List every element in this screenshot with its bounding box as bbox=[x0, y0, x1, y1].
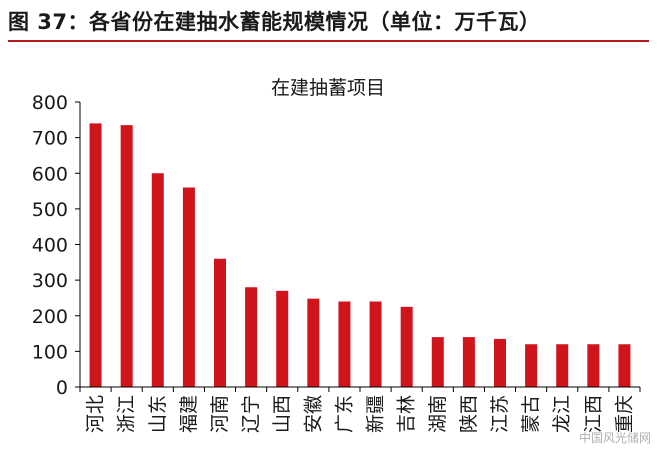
x-tick-label: 龙江 bbox=[551, 395, 573, 433]
x-tick-label: 广东 bbox=[333, 395, 355, 433]
y-tick-label: 600 bbox=[32, 163, 68, 185]
x-tick-label: 重庆 bbox=[613, 395, 635, 433]
y-axis: 0 100 200 300 400 500 600 700 800 bbox=[32, 92, 81, 399]
bar-湖南 bbox=[431, 337, 444, 387]
y-tick-label: 700 bbox=[32, 128, 68, 150]
x-tick-label: 江苏 bbox=[489, 395, 511, 433]
title-rule bbox=[8, 40, 649, 42]
x-tick-label: 山西 bbox=[271, 395, 293, 433]
bar-陕西 bbox=[462, 337, 475, 387]
x-tick-label: 吉林 bbox=[396, 395, 418, 433]
y-tick-label: 200 bbox=[32, 306, 68, 328]
bar-新疆 bbox=[369, 301, 382, 387]
bar-江苏 bbox=[494, 338, 506, 387]
bars bbox=[89, 123, 631, 387]
watermark: 中国风光储网 bbox=[578, 431, 651, 445]
bar-安徽 bbox=[307, 298, 320, 387]
bar-浙江 bbox=[120, 125, 133, 387]
bar-重庆 bbox=[618, 344, 631, 387]
figure-title: 图 37：各省份在建抽水蓄能规模情况（单位：万千瓦） bbox=[8, 10, 541, 34]
bar-山东 bbox=[151, 173, 164, 387]
x-tick-label: 浙江 bbox=[116, 395, 138, 433]
bar-蒙古 bbox=[525, 344, 538, 387]
x-tick-label: 福建 bbox=[178, 395, 200, 433]
y-tick-label: 0 bbox=[56, 377, 68, 399]
y-tick-label: 100 bbox=[32, 341, 68, 363]
x-tick-label: 江西 bbox=[582, 395, 604, 433]
x-tick-label: 新疆 bbox=[365, 395, 387, 433]
y-tick-label: 500 bbox=[32, 199, 68, 221]
bar-广东 bbox=[338, 301, 351, 387]
y-tick-label: 800 bbox=[32, 92, 68, 114]
bar-江西 bbox=[587, 344, 600, 387]
bar-辽宁 bbox=[245, 287, 258, 387]
y-tick-label: 300 bbox=[32, 270, 68, 292]
x-tick-label: 蒙古 bbox=[520, 395, 542, 433]
x-tick-label: 山东 bbox=[147, 395, 169, 433]
x-tick-label: 陕西 bbox=[458, 395, 480, 433]
x-tick-label: 安徽 bbox=[302, 395, 324, 433]
bar-河北 bbox=[89, 123, 102, 387]
x-tick-label: 河南 bbox=[209, 395, 231, 433]
bar-chart: 在建抽蓄项目 0 100 200 300 400 500 600 700 800 河北 浙江 山东福… bbox=[32, 77, 641, 433]
figure-header: 图 37：各省份在建抽水蓄能规模情况（单位：万千瓦） bbox=[0, 0, 657, 44]
x-axis: 河北 浙江 山东 福建 河南 辽宁 山西 安徽 广东 新疆 吉林 湖南 陕西 江苏 蒙古 龙江 江西 重庆 bbox=[79, 386, 641, 433]
x-tick-label: 辽宁 bbox=[240, 395, 262, 433]
chart-title: 在建抽蓄项目 bbox=[271, 77, 385, 99]
y-tick-label: 400 bbox=[32, 235, 68, 257]
bar-吉林 bbox=[400, 306, 413, 387]
bar-山西 bbox=[276, 290, 289, 387]
x-tick-label: 湖南 bbox=[427, 395, 449, 433]
bar-龙江 bbox=[556, 344, 569, 387]
x-tick-label: 河北 bbox=[85, 395, 107, 433]
bar-河南 bbox=[214, 258, 226, 387]
bar-福建 bbox=[182, 187, 195, 387]
